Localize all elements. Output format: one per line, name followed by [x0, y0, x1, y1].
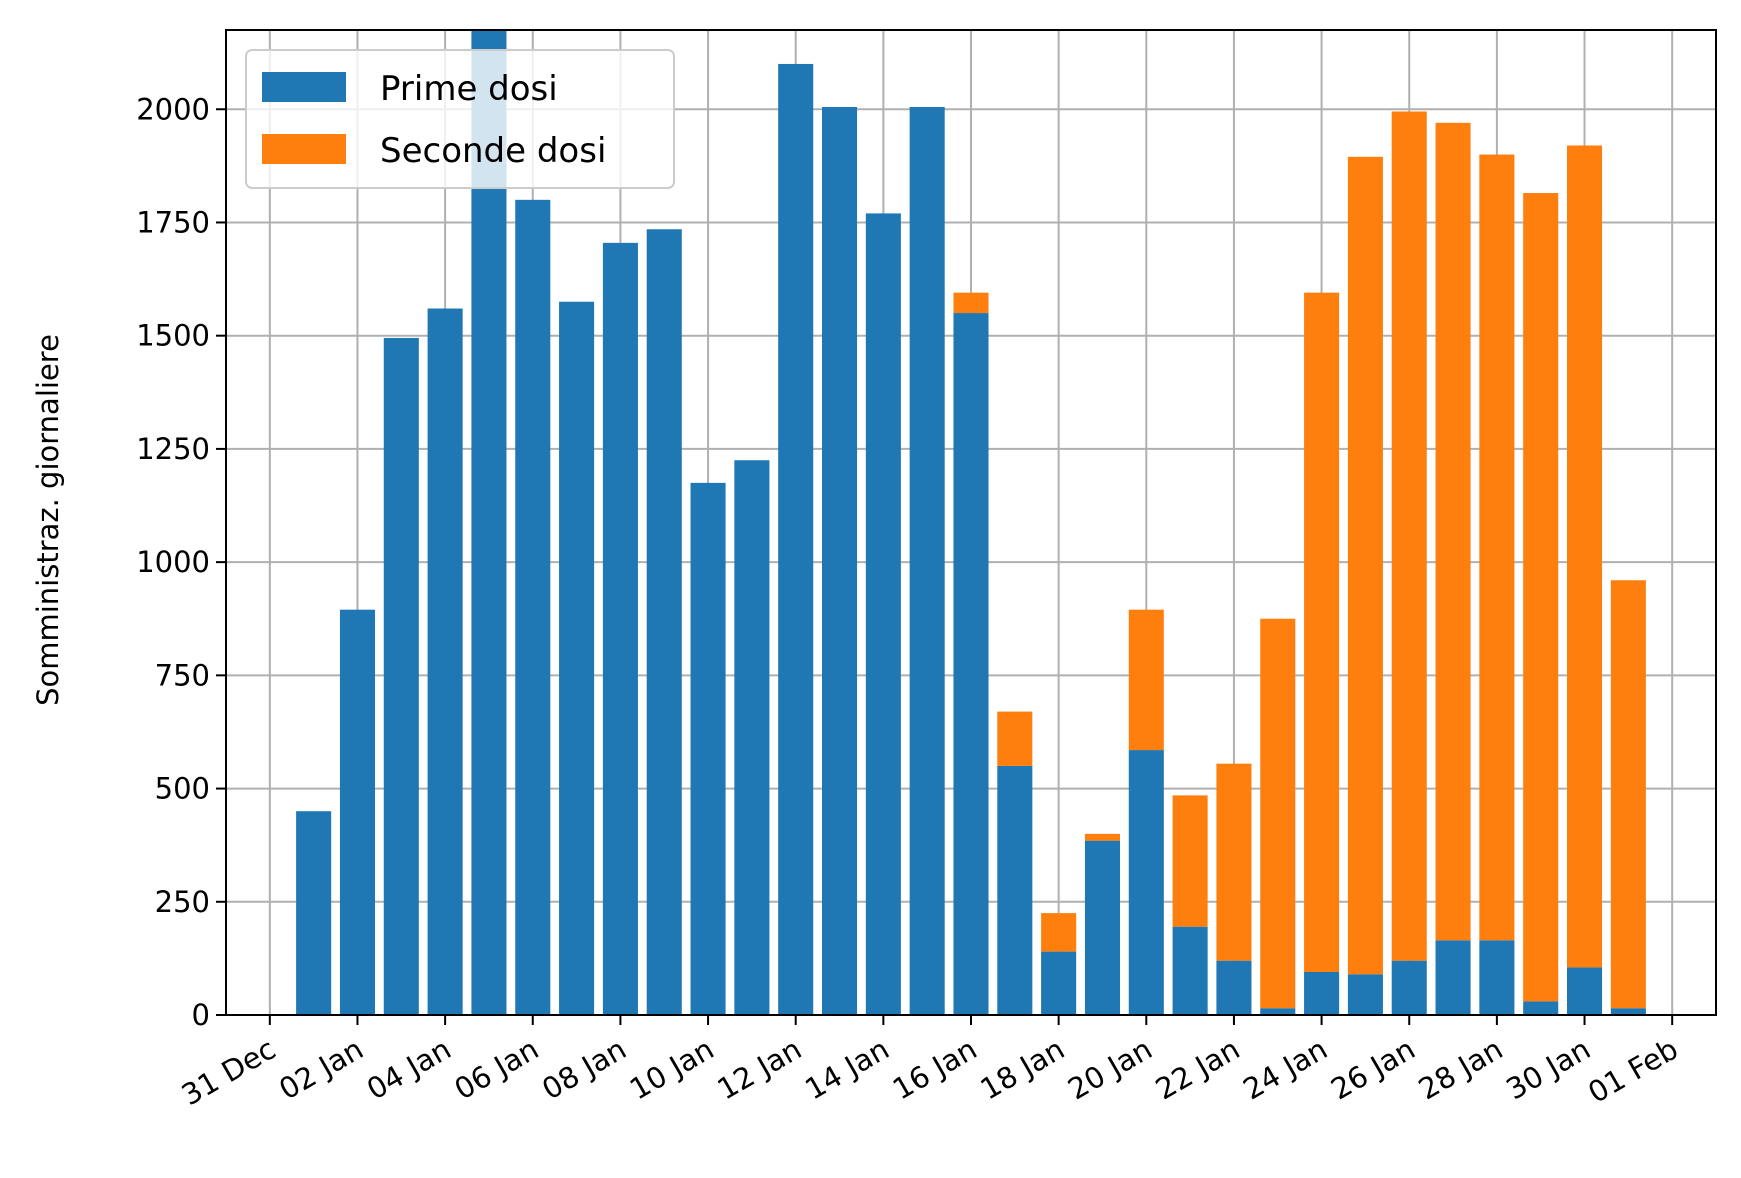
legend-label: Prime dosi — [380, 69, 558, 109]
y-tick-label: 2000 — [136, 92, 210, 126]
bar-prime-dosi — [997, 765, 1033, 1015]
y-axis-label: Somministraz. giornaliere — [31, 334, 65, 706]
bar-seconde-dosi — [953, 292, 989, 314]
bar-prime-dosi — [690, 482, 726, 1015]
y-tick-label: 1500 — [136, 319, 210, 353]
y-tick-label: 1750 — [136, 205, 210, 239]
y-tick-label: 1000 — [136, 545, 210, 579]
bar-prime-dosi — [1084, 840, 1120, 1015]
y-tick-label: 1250 — [136, 432, 210, 466]
bar-prime-dosi — [909, 106, 945, 1015]
bar-prime-dosi — [734, 460, 770, 1015]
bar-seconde-dosi — [1479, 154, 1515, 941]
bar-prime-dosi — [1260, 1008, 1296, 1015]
bar-prime-dosi — [339, 609, 375, 1015]
bar-seconde-dosi — [1084, 833, 1120, 841]
bar-prime-dosi — [296, 811, 332, 1015]
bar-prime-dosi — [1128, 750, 1164, 1015]
bar-prime-dosi — [778, 63, 814, 1015]
bar-seconde-dosi — [1610, 580, 1646, 1009]
y-tick-label: 250 — [155, 885, 210, 919]
bar-seconde-dosi — [1128, 609, 1164, 751]
bar-prime-dosi — [1435, 940, 1471, 1015]
bar-seconde-dosi — [1523, 193, 1559, 1002]
bars — [296, 30, 1646, 1015]
bar-prime-dosi — [1347, 974, 1383, 1015]
bar-prime-dosi — [1304, 971, 1340, 1015]
legend-box — [245, 49, 675, 189]
legend-swatch — [262, 72, 346, 102]
bar-prime-dosi — [602, 242, 638, 1015]
y-tick-label: 750 — [155, 658, 210, 692]
bar-seconde-dosi — [1260, 618, 1296, 1009]
legend: Prime dosi Seconde dosi — [245, 49, 675, 189]
bar-prime-dosi — [1479, 940, 1515, 1015]
bar-seconde-dosi — [1567, 145, 1603, 968]
bar-prime-dosi — [953, 313, 989, 1015]
y-axis-ticks: 0 250 500 750 1000 1250 1500 1750 2000 — [136, 92, 226, 1032]
bar-prime-dosi — [383, 337, 419, 1015]
bar-prime-dosi — [865, 213, 901, 1015]
bar-prime-dosi — [646, 229, 682, 1015]
bar-seconde-dosi — [1304, 292, 1340, 972]
bar-seconde-dosi — [1347, 156, 1383, 975]
legend-swatch — [262, 134, 346, 164]
bar-seconde-dosi — [1435, 122, 1471, 941]
bar-seconde-dosi — [1041, 913, 1077, 952]
bar-prime-dosi — [471, 30, 507, 1015]
y-tick-label: 0 — [192, 998, 210, 1032]
bar-seconde-dosi — [1216, 763, 1252, 961]
bar-prime-dosi — [1216, 960, 1252, 1015]
bar-seconde-dosi — [1391, 111, 1427, 961]
bar-prime-dosi — [822, 106, 858, 1015]
y-tick-label: 500 — [155, 772, 210, 806]
bar-prime-dosi — [1567, 967, 1603, 1015]
bar-prime-dosi — [1610, 1008, 1646, 1015]
legend-label: Seconde dosi — [380, 131, 606, 171]
bar-prime-dosi — [1172, 926, 1208, 1015]
bar-seconde-dosi — [997, 711, 1033, 766]
bar-seconde-dosi — [1172, 795, 1208, 927]
bar-prime-dosi — [1391, 960, 1427, 1015]
bar-prime-dosi — [1523, 1001, 1559, 1015]
bar-prime-dosi — [515, 199, 551, 1015]
bar-prime-dosi — [427, 308, 463, 1015]
bar-prime-dosi — [1041, 951, 1077, 1015]
bar-prime-dosi — [559, 301, 595, 1015]
